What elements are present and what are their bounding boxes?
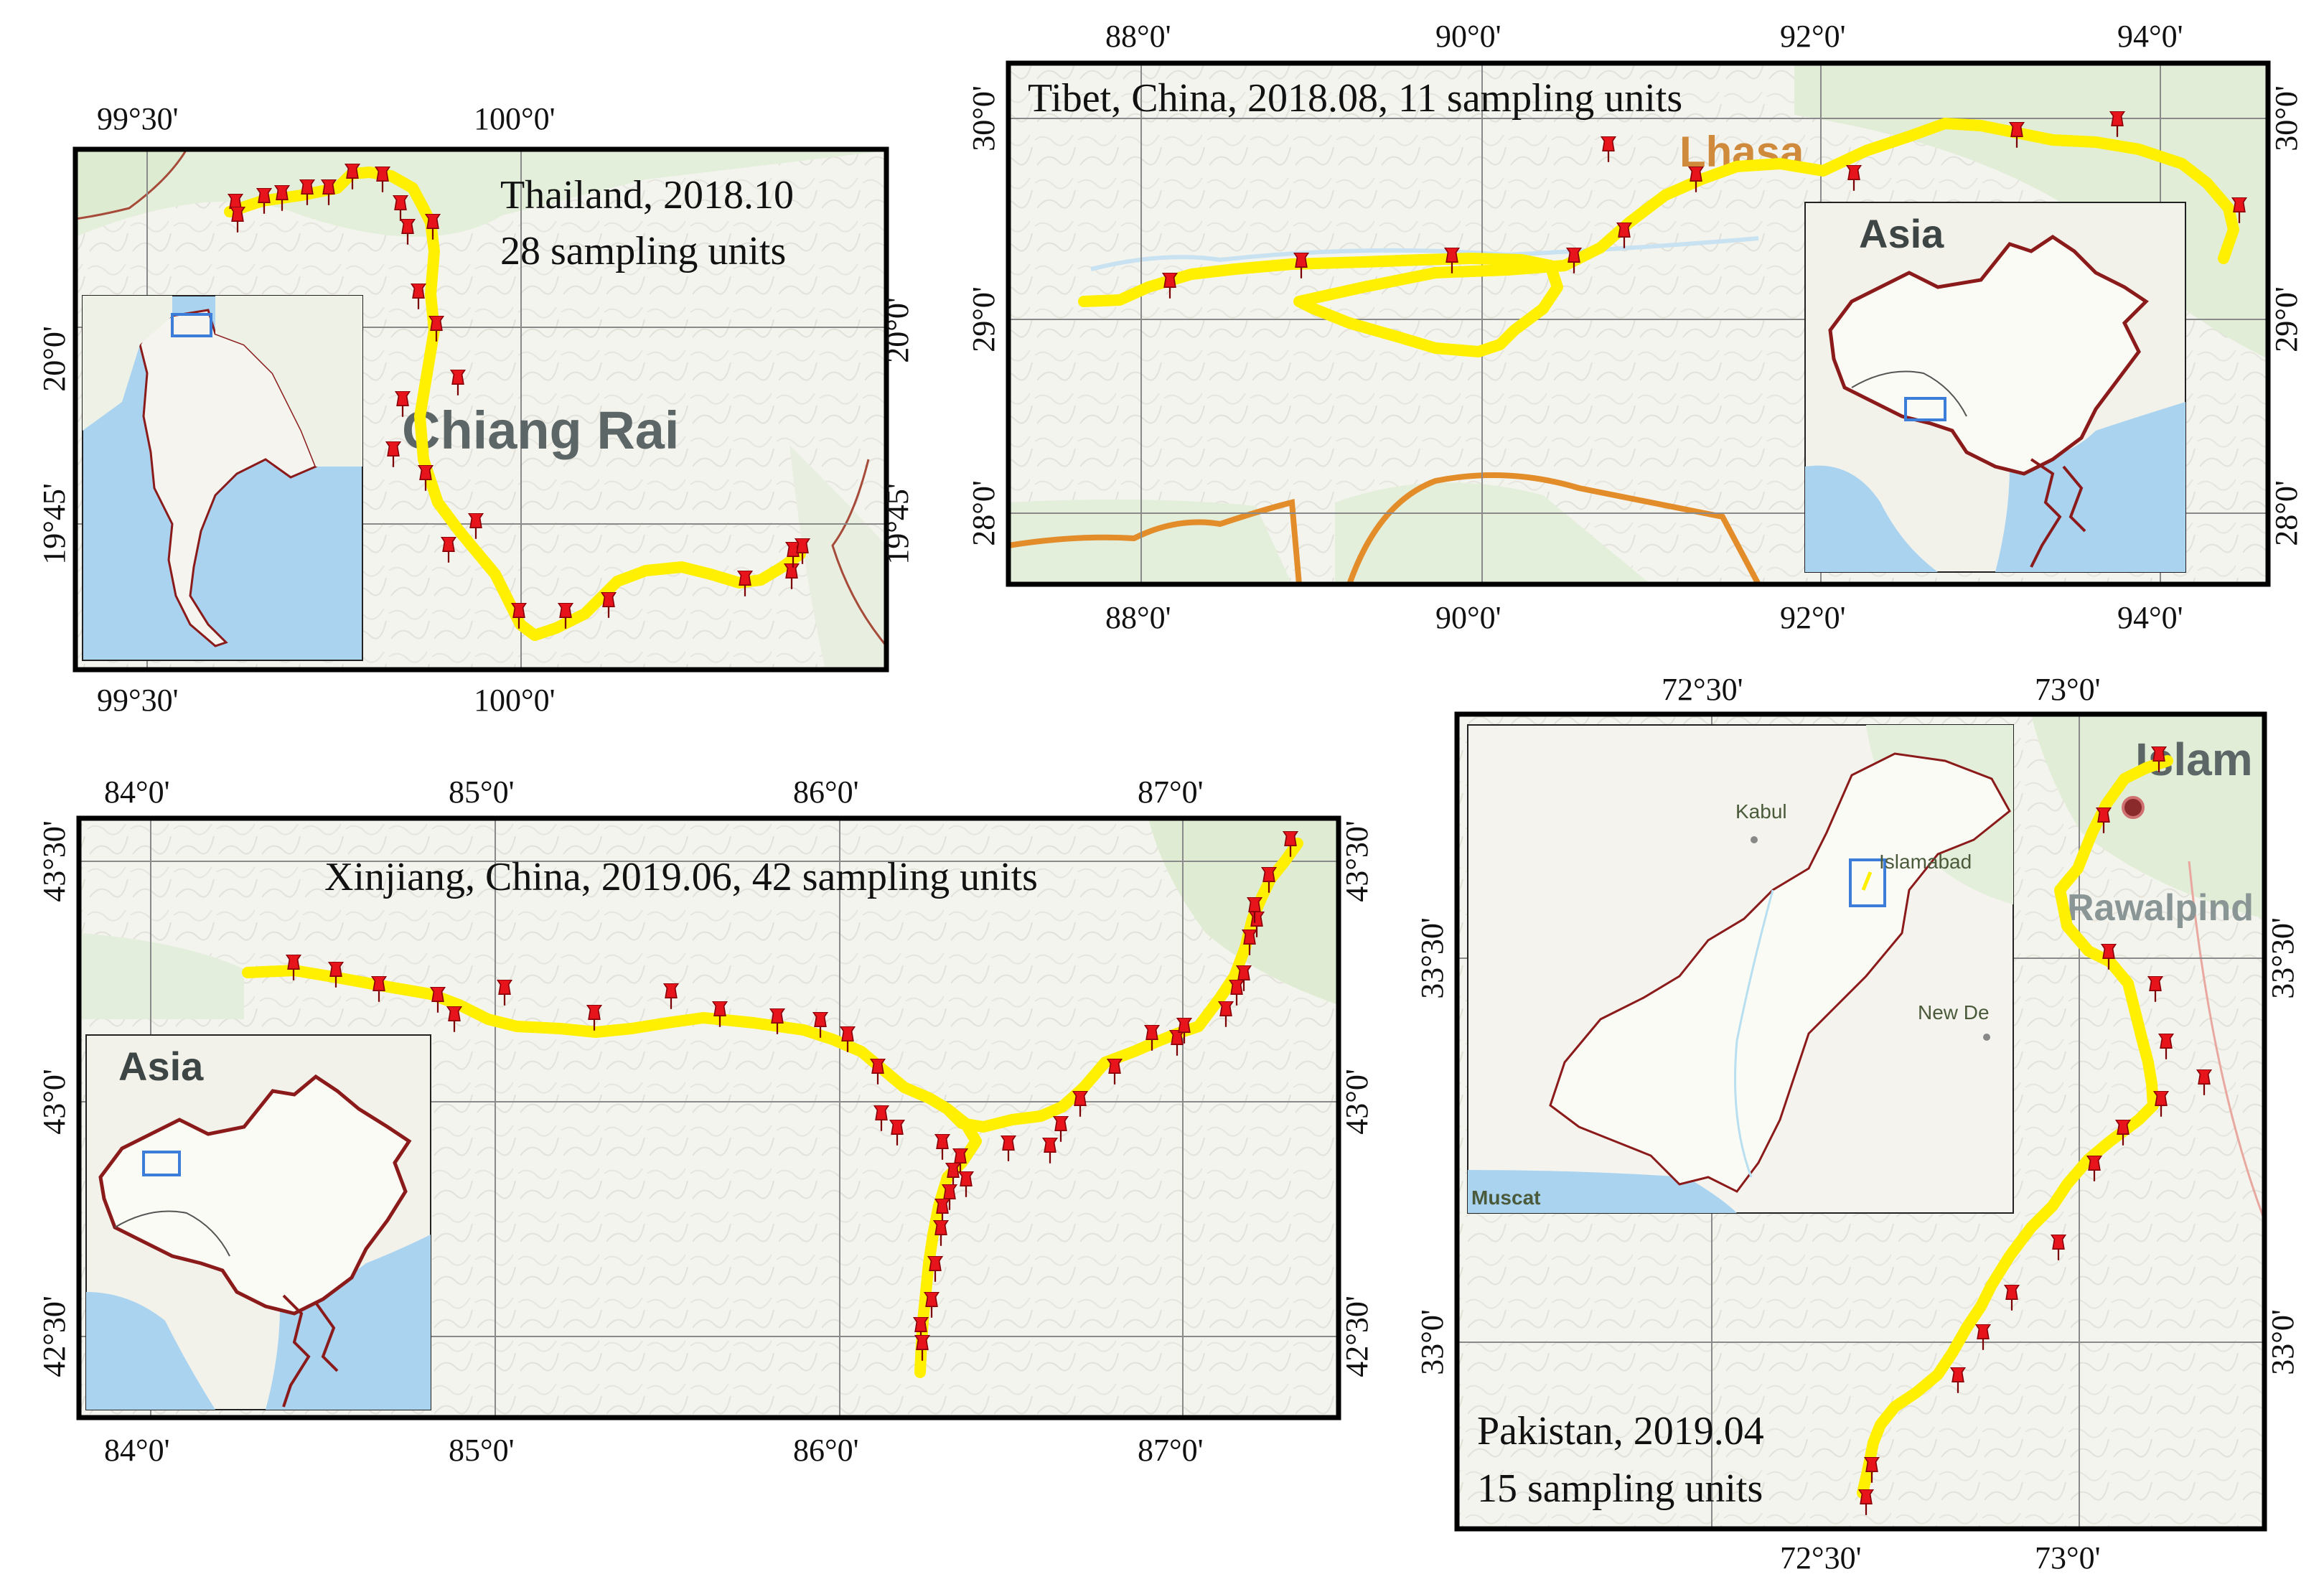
- xinjiang-right-tick-1: 43°30': [1339, 820, 1374, 902]
- tibet-right-tick-3: 28°0': [2269, 480, 2304, 546]
- tibet-top-tick-3: 92°0': [1780, 19, 1846, 54]
- thailand-bottom-tick-1: 99°30': [97, 683, 179, 718]
- pakistan-title-line1: Pakistan, 2019.04: [1477, 1409, 1764, 1453]
- thailand-top-tick-2: 100°0': [474, 101, 556, 136]
- xinjiang-left-tick-1: 43°30': [37, 820, 72, 902]
- tibet-locator-inset: Asia: [1804, 202, 2186, 573]
- tibet-bottom-tick-1: 88°0': [1105, 600, 1171, 635]
- thailand-title-line1: Thailand, 2018.10: [500, 173, 794, 217]
- xinjiang-top-tick-3: 86°0': [793, 774, 859, 810]
- thailand-title-line2: 28 sampling units: [500, 229, 786, 273]
- inset-place-muscat: Muscat: [1471, 1186, 1540, 1209]
- pakistan-right-tick-1: 33°30': [2265, 917, 2300, 999]
- pakistan-bottom-tick-1: 72°30': [1780, 1540, 1862, 1575]
- pakistan-right-tick-2: 33°0': [2265, 1309, 2300, 1375]
- thailand-bottom-tick-2: 100°0': [474, 683, 556, 718]
- xinjiang-top-tick-1: 84°0': [104, 774, 170, 810]
- tibet-left-tick-1: 30°0': [966, 85, 1001, 151]
- pakistan-top-tick-1: 72°30': [1662, 672, 1743, 707]
- pakistan-title-line2: 15 sampling units: [1477, 1466, 1763, 1511]
- tibet-right-tick-2: 29°0': [2269, 286, 2304, 352]
- thailand-right-tick-2: 19°45': [880, 483, 915, 565]
- xinjiang-right-tick-3: 42°30': [1339, 1296, 1374, 1377]
- thailand-right-tick-1: 20°0': [880, 297, 915, 363]
- pakistan-left-tick-2: 33°0': [1415, 1309, 1450, 1375]
- xinjiang-right-tick-2: 43°0': [1339, 1069, 1374, 1135]
- tibet-left-tick-3: 28°0': [966, 480, 1001, 546]
- xinjiang-left-tick-3: 42°30': [37, 1296, 72, 1377]
- xinjiang-map-panel: Asia Xinjiang, China, 2019.06, 42 sampli…: [37, 774, 1374, 1468]
- pakistan-bottom-tick-2: 73°0': [2035, 1540, 2101, 1575]
- tibet-right-tick-1: 30°0': [2269, 85, 2304, 151]
- xinjiang-title: Xinjiang, China, 2019.06, 42 sampling un…: [324, 855, 1038, 899]
- place-label-rawalpindi: Rawalpind: [2067, 887, 2254, 929]
- xinjiang-left-tick-2: 43°0': [37, 1069, 72, 1135]
- xinjiang-bottom-tick-2: 85°0': [449, 1433, 515, 1468]
- thailand-left-tick-2: 19°45': [37, 483, 72, 565]
- xinjiang-bottom-tick-3: 86°0': [793, 1433, 859, 1468]
- tibet-left-tick-2: 29°0': [966, 286, 1001, 352]
- inset-place-new-delhi: New De: [1918, 1001, 1990, 1024]
- pakistan-top-tick-2: 73°0': [2035, 672, 2101, 707]
- tibet-map-panel: Lhasa Asia Tibet, Chin: [966, 19, 2304, 635]
- place-label-chiang-rai: Chiang Rai: [402, 401, 679, 460]
- tibet-top-tick-4: 94°0': [2117, 19, 2183, 54]
- pakistan-left-tick-1: 33°30': [1415, 917, 1450, 999]
- tibet-title: Tibet, China, 2018.08, 11 sampling units: [1028, 76, 1682, 121]
- xinjiang-bottom-tick-1: 84°0': [104, 1433, 170, 1468]
- place-label-islam: Islam: [2135, 734, 2253, 785]
- tibet-top-tick-2: 90°0': [1435, 19, 1501, 54]
- thailand-map-panel: Chiang Rai: [37, 101, 915, 718]
- xinjiang-bottom-tick-4: 87°0': [1138, 1433, 1204, 1468]
- pakistan-locator-inset: Kabul Islamabad New De Muscat: [1467, 724, 2014, 1214]
- thailand-locator-inset: [82, 295, 363, 661]
- pakistan-map-panel: Islam Rawalpind: [1415, 672, 2300, 1575]
- thailand-left-tick-1: 20°0': [37, 326, 72, 392]
- thailand-top-tick-1: 99°30': [97, 101, 179, 136]
- xinjiang-inset-asia-label: Asia: [118, 1044, 204, 1089]
- xinjiang-top-tick-2: 85°0': [449, 774, 515, 810]
- inset-place-kabul: Kabul: [1735, 800, 1787, 823]
- tibet-bottom-tick-3: 92°0': [1780, 600, 1846, 635]
- tibet-inset-asia-label: Asia: [1859, 211, 1944, 256]
- tibet-top-tick-1: 88°0': [1105, 19, 1171, 54]
- xinjiang-top-tick-4: 87°0': [1138, 774, 1204, 810]
- tibet-bottom-tick-2: 90°0': [1435, 600, 1501, 635]
- inset-place-islamabad: Islamabad: [1879, 851, 1972, 873]
- xinjiang-locator-inset: Asia: [85, 1034, 431, 1410]
- tibet-bottom-tick-4: 94°0': [2117, 600, 2183, 635]
